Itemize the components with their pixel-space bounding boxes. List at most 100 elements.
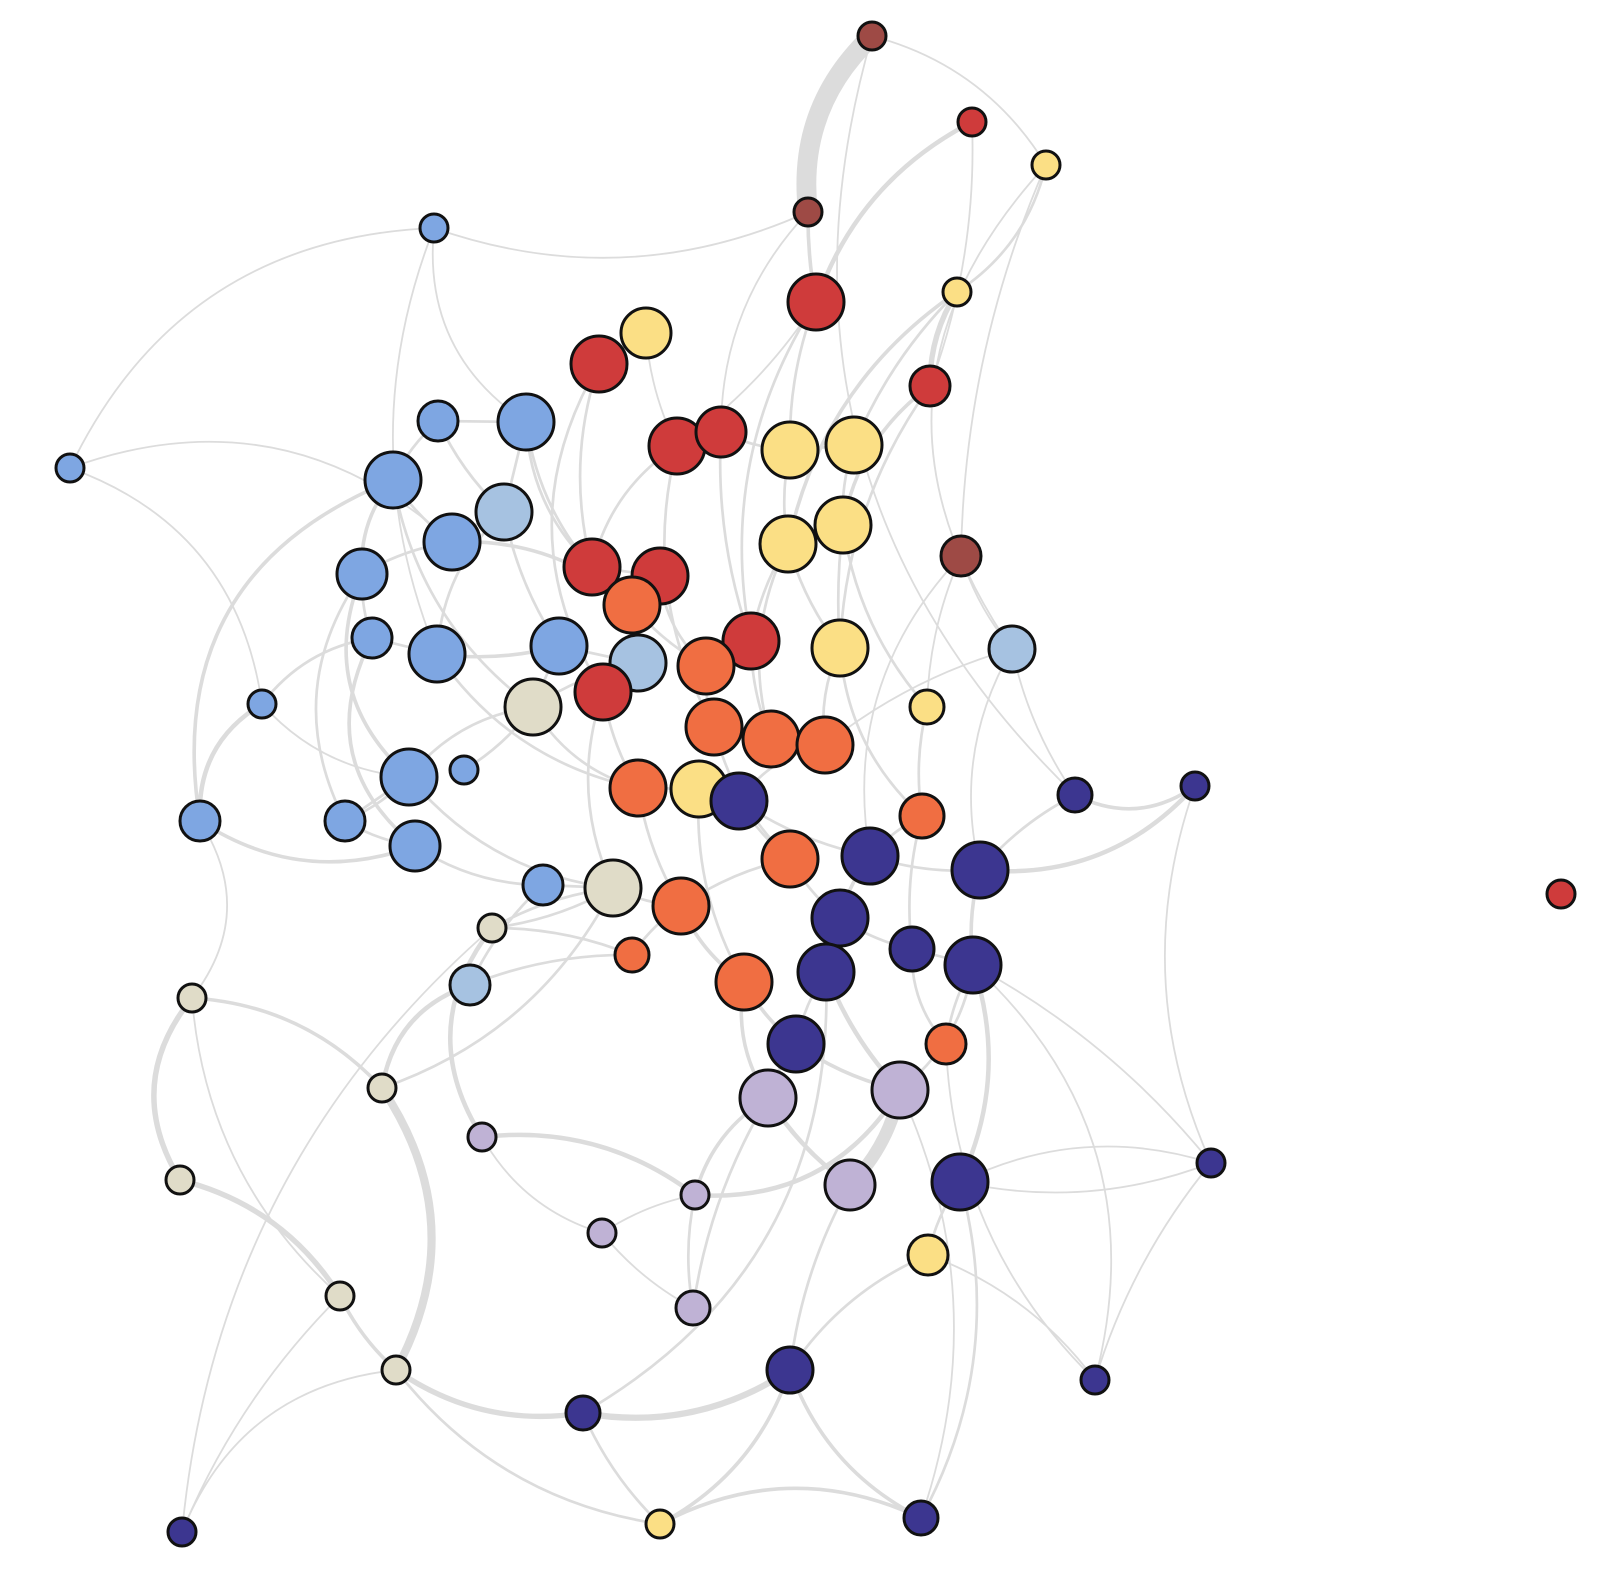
graph-edge (151, 995, 195, 1183)
graph-node-red (908, 364, 952, 408)
graph-node-red (786, 272, 846, 332)
graph-edge (198, 819, 417, 864)
graph-edge (435, 652, 640, 790)
graph-node-navy (1079, 1364, 1111, 1396)
graph-node-yellow (813, 495, 873, 555)
graph-node-beige (583, 858, 643, 918)
graph-node-navy (1056, 776, 1094, 814)
graph-edge (380, 886, 615, 1090)
graph-node-orange (714, 952, 774, 1012)
graph-edge (191, 997, 341, 1297)
graph-node-lavender (738, 1068, 798, 1128)
graph-node-blue (388, 819, 442, 873)
graph-node-orange (613, 936, 651, 974)
graph-edge (970, 648, 1013, 871)
graph-node-red (721, 611, 781, 671)
graph-node-beige (380, 1354, 412, 1386)
graph-node-lavender (870, 1060, 930, 1120)
nodes-layer (54, 20, 1577, 1548)
graph-edge (977, 783, 1198, 874)
graph-node-yellow (824, 415, 884, 475)
graph-edge (190, 996, 384, 1090)
graph-edge (377, 1083, 436, 1375)
graph-edge (394, 1368, 662, 1526)
graph-node-blue (407, 624, 467, 684)
graph-node-blue (416, 399, 460, 443)
graph-node-blue (323, 799, 367, 843)
graph-node-lavender (674, 1289, 712, 1327)
graph-node-brown (792, 196, 824, 228)
graph-node-orange (676, 636, 736, 696)
graph-node-lightblue (474, 482, 534, 542)
graph-node-blue (54, 452, 86, 484)
graph-node-orange (795, 715, 855, 775)
graph-edge (959, 1162, 1212, 1194)
graph-node-yellow (908, 688, 946, 726)
graph-node-navy (888, 925, 936, 973)
graph-edge (788, 1183, 852, 1372)
graph-node-yellow (810, 618, 870, 678)
graph-node-beige (366, 1072, 398, 1104)
graph-edge (836, 35, 1076, 796)
graph-edge (468, 953, 634, 987)
graph-node-red (1545, 878, 1577, 910)
graph-node-yellow (941, 276, 973, 308)
graph-edge (927, 1254, 1096, 1381)
graph-node-orange (602, 575, 662, 635)
graph-edge (959, 1145, 1212, 1183)
graph-node-lavender (823, 1158, 877, 1212)
graph-edge (1163, 785, 1212, 1164)
graph-node-orange (760, 829, 820, 889)
graph-edge (393, 1367, 586, 1420)
graph-edge (181, 1295, 341, 1533)
graph-node-red (573, 662, 633, 722)
graph-edge (972, 964, 1212, 1164)
graph-node-navy (796, 942, 856, 1002)
graph-node-yellow (758, 514, 818, 574)
graph-edge (581, 1411, 662, 1526)
graph-node-blue (448, 754, 480, 786)
graph-node-red (694, 405, 748, 459)
graph-node-beige (476, 912, 508, 944)
graph-edge (392, 227, 438, 655)
graph-node-navy (840, 826, 900, 886)
graph-node-blue (521, 863, 565, 907)
graph-edge (796, 26, 882, 222)
graph-edge (181, 1369, 397, 1533)
graph-edge (448, 925, 495, 1140)
graph-node-lavender (586, 1217, 618, 1249)
graph-node-navy (166, 1516, 198, 1548)
graph-node-navy (810, 888, 870, 948)
graph-node-navy (765, 1345, 815, 1395)
graph-edge (191, 820, 229, 999)
graph-node-lightblue (448, 963, 492, 1007)
graph-node-navy (1179, 770, 1211, 802)
graph-edge (69, 227, 435, 469)
graph-edge (347, 636, 417, 848)
graph-node-yellow (619, 306, 673, 360)
graph-node-yellow (906, 1233, 950, 1277)
graph-node-navy (902, 1499, 940, 1537)
graph-edge (181, 927, 493, 1533)
graph-node-yellow (644, 1508, 676, 1540)
graph-node-red (569, 334, 629, 394)
graph-edge (579, 1366, 794, 1421)
graph-edge (945, 1043, 1096, 1381)
graph-node-yellow (1030, 149, 1062, 181)
graph-edge (1094, 1162, 1212, 1381)
graph-edge (926, 555, 962, 708)
graph-node-navy (943, 935, 1003, 995)
graph-edge (786, 290, 959, 546)
graph-node-navy (709, 771, 769, 831)
graph-edge (955, 163, 1048, 294)
graph-node-orange (651, 876, 711, 936)
graph-edge (431, 227, 527, 423)
graph-edge (177, 1177, 343, 1299)
graph-node-blue (418, 212, 450, 244)
graph-edge (192, 478, 395, 823)
graph-edge (658, 1486, 923, 1526)
graph-node-orange (608, 758, 668, 818)
graph-node-blue (246, 688, 278, 720)
graph-edge (899, 1089, 955, 1519)
